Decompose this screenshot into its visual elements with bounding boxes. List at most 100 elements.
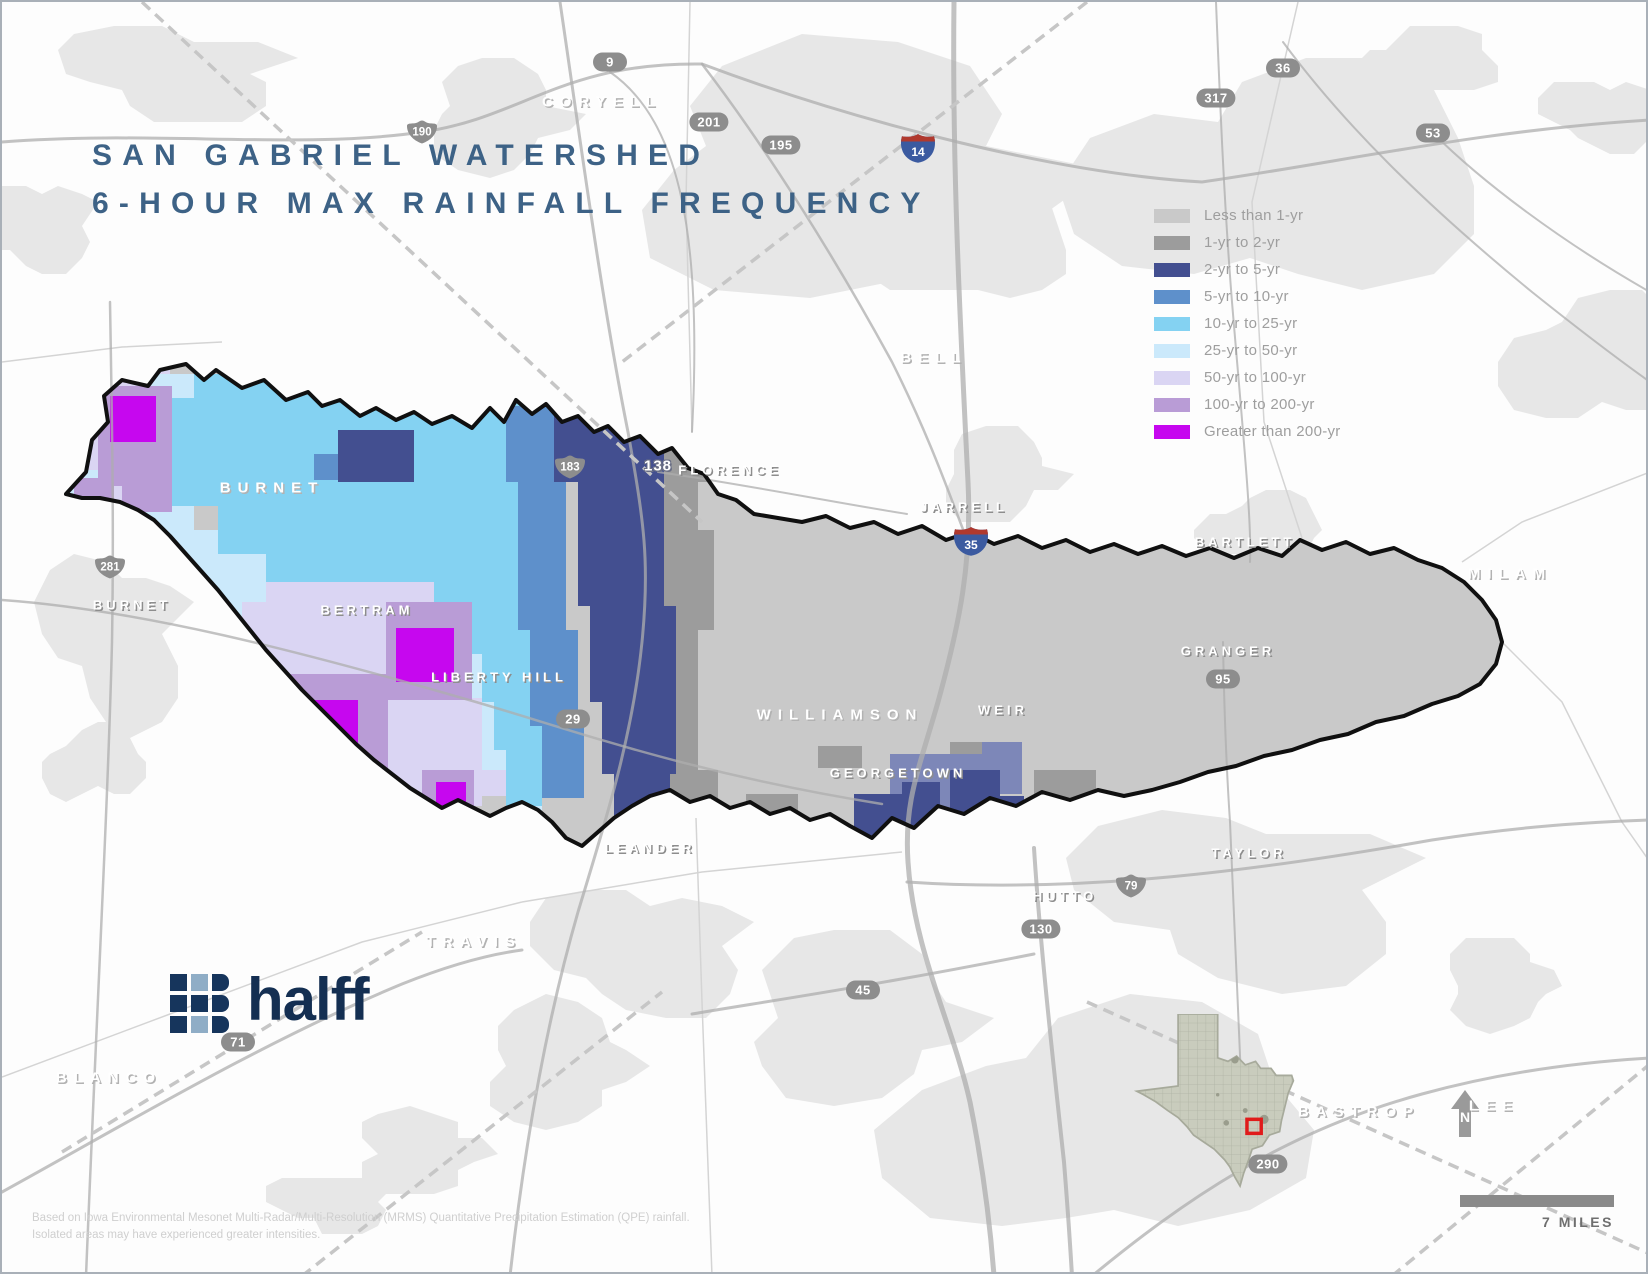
town-label-granger: GRANGER	[1180, 643, 1276, 659]
highway-shield-36: 36	[1266, 58, 1300, 78]
halff-grid-square	[170, 995, 187, 1012]
legend-item-1: 1-yr to 2-yr	[1154, 229, 1341, 256]
legend-item-3: 5-yr to 10-yr	[1154, 283, 1341, 310]
halff-wordmark: halff	[247, 965, 370, 1033]
legend-item-4: 10-yr to 25-yr	[1154, 310, 1341, 337]
legend-swatch	[1154, 316, 1190, 331]
town-label-bartlett: BARTLETT	[1194, 534, 1296, 550]
svg-text:35: 35	[964, 538, 978, 552]
legend-swatch	[1154, 208, 1190, 223]
halff-grid-square	[212, 974, 229, 991]
legend-swatch	[1154, 262, 1190, 277]
highway-shield-190: 190	[404, 118, 440, 146]
legend-label: 100-yr to 200-yr	[1204, 396, 1315, 413]
highway-shield-35: 35	[952, 525, 990, 557]
north-arrow-label: N	[1460, 1109, 1470, 1125]
legend: Less than 1-yr 1-yr to 2-yr 2-yr to 5-yr 5-…	[1154, 202, 1341, 445]
town-label-bertram: BERTRAM	[320, 602, 414, 618]
legend-label: 2-yr to 5-yr	[1204, 261, 1281, 278]
county-label-burnet: BURNET	[219, 479, 325, 497]
svg-text:183: 183	[560, 462, 579, 474]
svg-text:190: 190	[412, 127, 431, 139]
halff-grid-square	[212, 995, 229, 1012]
svg-text:79: 79	[1125, 881, 1138, 893]
halff-logo: halff	[170, 969, 370, 1033]
town-label-burnet: BURNET	[92, 597, 172, 613]
town-label-georgetown: GEORGETOWN	[829, 765, 967, 781]
scale-bar-label: 7 MILES	[1542, 1214, 1614, 1230]
page-title: SAN GABRIEL WATERSHED 6-HOUR MAX RAINFAL…	[92, 132, 931, 228]
halff-grid-square	[170, 974, 187, 991]
texas-inset-map	[1133, 1014, 1295, 1189]
town-label-florence: FLORENCE	[678, 462, 782, 478]
town-label-jarrell: JARRELL	[920, 499, 1008, 515]
highway-shield-53: 53	[1416, 123, 1450, 143]
legend-swatch	[1154, 235, 1190, 250]
highway-shield-317: 317	[1196, 88, 1236, 108]
watershed-boundary	[64, 362, 1504, 848]
highway-shield-290: 290	[1248, 1154, 1288, 1174]
county-label-williamson: WILLIAMSON	[756, 706, 924, 724]
halff-grid-square	[191, 995, 208, 1012]
legend-label: 25-yr to 50-yr	[1204, 342, 1298, 359]
county-label-blanco: BLANCO	[55, 1069, 163, 1087]
title-line-2: 6-HOUR MAX RAINFALL FREQUENCY	[92, 187, 931, 220]
county-label-travis: TRAVIS	[426, 933, 522, 951]
legend-swatch	[1154, 289, 1190, 304]
legend-swatch	[1154, 397, 1190, 412]
highway-shield-281: 281	[92, 553, 128, 581]
legend-label: Less than 1-yr	[1204, 207, 1304, 224]
legend-swatch	[1154, 343, 1190, 358]
county-label-bell: BELL	[900, 349, 968, 367]
town-label-taylor: TAYLOR	[1211, 845, 1287, 861]
legend-swatch	[1154, 370, 1190, 385]
highway-shield-130: 130	[1021, 919, 1061, 939]
svg-text:281: 281	[100, 562, 120, 574]
legend-item-8: Greater than 200-yr	[1154, 418, 1341, 445]
halff-grid-square	[191, 974, 208, 991]
source-note-line-1: Based on Iowa Environmental Mesonet Mult…	[32, 1212, 690, 1224]
legend-label: 1-yr to 2-yr	[1204, 234, 1281, 251]
source-note: Based on Iowa Environmental Mesonet Mult…	[32, 1210, 690, 1244]
halff-grid-icon	[170, 974, 229, 1033]
legend-label: Greater than 200-yr	[1204, 423, 1341, 440]
highway-shield-14: 14	[899, 132, 937, 164]
county-label-milam: MILAM	[1467, 565, 1553, 583]
legend-item-5: 25-yr to 50-yr	[1154, 337, 1341, 364]
highway-shield-183: 183	[552, 453, 588, 481]
highway-shield-79: 79	[1113, 872, 1149, 900]
legend-item-7: 100-yr to 200-yr	[1154, 391, 1341, 418]
legend-swatch	[1154, 424, 1190, 439]
legend-label: 50-yr to 100-yr	[1204, 369, 1307, 386]
highway-shield-201: 201	[689, 112, 729, 132]
highway-shield-138: 138	[643, 457, 673, 475]
town-label-hutto: HUTTO	[1032, 888, 1098, 904]
title-line-1: SAN GABRIEL WATERSHED	[92, 139, 711, 172]
town-label-weir: WEIR	[978, 702, 1028, 718]
highway-shield-195: 195	[761, 135, 801, 155]
highway-shield-71: 71	[221, 1032, 255, 1052]
town-label-liberty-hill: LIBERTY HILL	[431, 669, 567, 685]
legend-label: 5-yr to 10-yr	[1204, 288, 1289, 305]
halff-grid-square	[191, 1016, 208, 1033]
highway-shield-95: 95	[1206, 669, 1240, 689]
halff-grid-square	[170, 1016, 187, 1033]
svg-text:14: 14	[911, 145, 925, 159]
north-arrow: N	[1451, 1090, 1479, 1137]
legend-item-6: 50-yr to 100-yr	[1154, 364, 1341, 391]
highway-shield-9: 9	[593, 52, 627, 72]
legend-item-0: Less than 1-yr	[1154, 202, 1341, 229]
town-label-leander: LEANDER	[604, 840, 696, 856]
scale-bar	[1460, 1195, 1614, 1207]
legend-item-2: 2-yr to 5-yr	[1154, 256, 1341, 283]
source-note-line-2: Isolated areas may have experienced grea…	[32, 1229, 321, 1241]
highway-shield-29: 29	[556, 709, 590, 729]
halff-grid-square	[212, 1016, 229, 1033]
inset-highlight-box	[1245, 1117, 1263, 1136]
highway-shield-45: 45	[846, 980, 880, 1000]
railroads	[61, 2, 1646, 1272]
